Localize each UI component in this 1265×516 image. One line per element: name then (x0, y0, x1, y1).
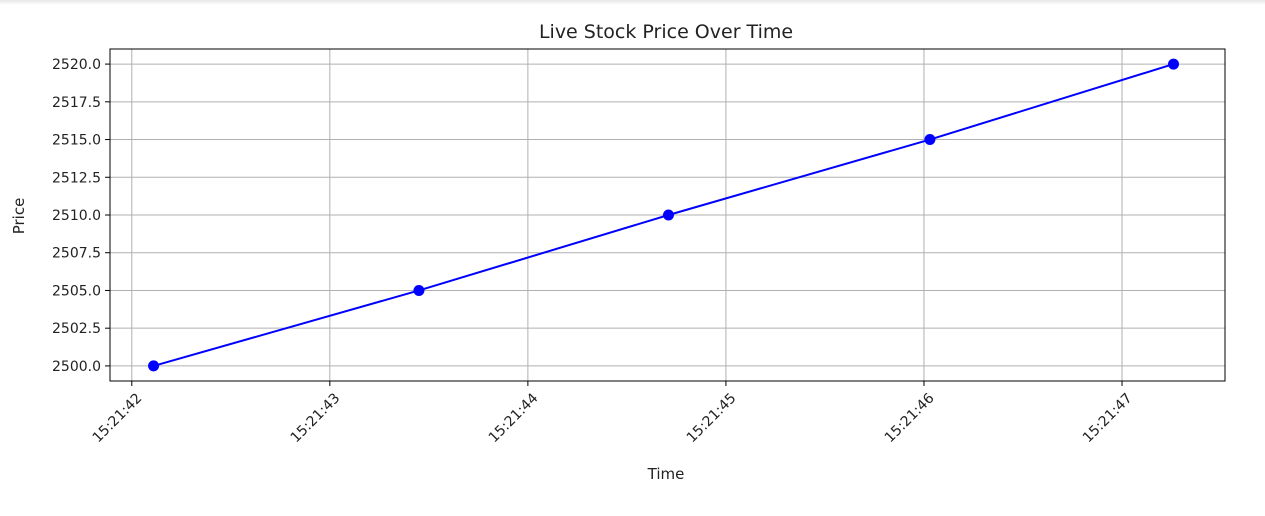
data-point (1168, 58, 1180, 70)
x-tick-label: 15:21:42 (90, 390, 146, 446)
y-axis-ticks: 2500.0 2502.5 2505.0 2507.5 2510.0 2512.5 2515… (52, 57, 110, 375)
data-point (413, 284, 425, 296)
y-tick-label: 2500.0 (52, 359, 101, 375)
x-tick-label: 15:21:44 (486, 390, 542, 446)
y-tick-label: 2520.0 (52, 57, 101, 73)
x-tick-label: 15:21:45 (684, 390, 740, 446)
x-tick-label: 15:21:47 (1080, 390, 1136, 446)
x-axis-label: Time (647, 465, 685, 483)
data-point (924, 134, 936, 146)
y-axis-label: Price (10, 198, 28, 235)
x-tick-label: 15:21:43 (288, 390, 344, 446)
window-top-edge (0, 0, 1265, 5)
series-markers (148, 58, 1180, 372)
y-tick-label: 2505.0 (52, 283, 101, 299)
y-tick-label: 2517.5 (52, 95, 101, 111)
y-tick-label: 2510.0 (52, 208, 101, 224)
y-tick-label: 2507.5 (52, 246, 101, 262)
data-point (662, 209, 674, 221)
chart-title: Live Stock Price Over Time (539, 21, 793, 43)
data-point (148, 360, 160, 372)
x-axis-ticks: 15:21:42 15:21:43 15:21:44 15:21:45 15:21:46… (90, 381, 1136, 446)
y-tick-label: 2502.5 (52, 321, 101, 337)
y-tick-label: 2512.5 (52, 170, 101, 186)
x-tick-label: 15:21:46 (882, 390, 938, 446)
y-tick-label: 2515.0 (52, 133, 101, 149)
